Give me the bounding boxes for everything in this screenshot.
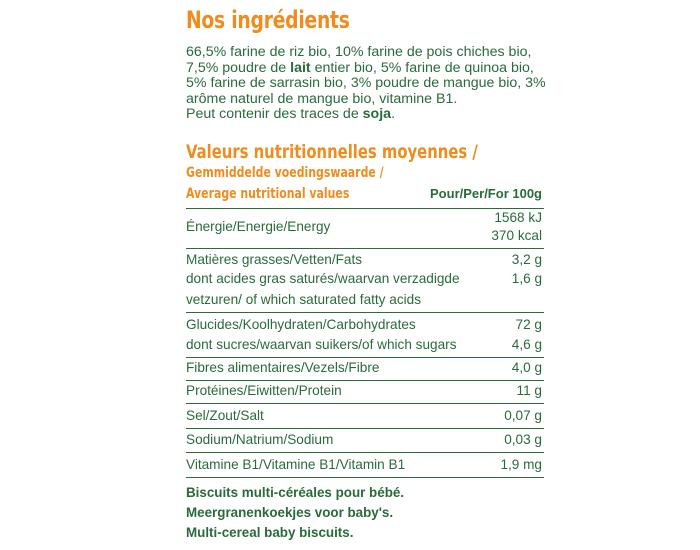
ingredients-line-2-start: 7,5% poudre de <box>186 59 291 76</box>
product-description-en: Multi-cereal baby biscuits. <box>186 525 354 540</box>
table-divider <box>186 403 544 404</box>
sodium-label: Sodium/Natrium/Sodium <box>186 432 334 447</box>
sugars-label: dont sucres/waarvan suikers/of which sug… <box>186 337 457 352</box>
fats-label: Matières grasses/Vetten/Fats <box>186 252 363 267</box>
table-divider <box>186 248 544 249</box>
nutrition-heading-en: Average nutritional values <box>186 186 350 202</box>
nutrition-heading-fr: Valeurs nutritionnelles moyennes / <box>186 141 478 163</box>
allergen-soy: soja <box>362 106 392 123</box>
sugars-value: 4,6 g <box>511 337 542 352</box>
table-divider <box>186 312 544 313</box>
energy-kcal-value: 370 kcal <box>491 228 542 243</box>
table-divider <box>186 357 544 358</box>
ingredients-line-5-start: Peut contenir des traces de <box>186 106 363 123</box>
nutrition-label-panel: Nos ingrédients 66,5% farine de riz bio,… <box>186 0 546 550</box>
saturated-fat-label-line-1: dont acides gras saturés/waarvan verzadi… <box>186 271 460 286</box>
saturated-fat-label-line-2: vetzuren/ of which saturated fatty acids <box>186 292 421 307</box>
energy-kj-value: 1568 kJ <box>494 210 542 225</box>
ingredients-line-5: Peut contenir des traces de soja. <box>186 107 551 123</box>
ingredients-line-1: 66,5% farine de riz bio, 10% farine de p… <box>186 44 532 60</box>
table-divider <box>186 428 544 429</box>
ingredients-line-4: arôme naturel de mangue bio, vitamine B1… <box>186 90 458 107</box>
ingredients-text: 66,5% farine de riz bio, 10% farine de p… <box>186 44 551 123</box>
vitamin-b1-label: Vitamine B1/Vitamine B1/Vitamin B1 <box>186 457 406 472</box>
table-divider <box>186 380 544 381</box>
nutrition-heading-nl: Gemmiddelde voedingswaarde / <box>186 165 384 181</box>
product-description-nl: Meergranenkoekjes voor baby's. <box>186 505 394 520</box>
table-divider <box>186 208 544 209</box>
fibre-label: Fibres alimentaires/Vezels/Fibre <box>186 360 380 375</box>
vitamin-b1-value: 1,9 mg <box>500 457 542 472</box>
ingredients-line-3: 5% farine de sarrasin bio, 3% poudre de … <box>186 75 546 92</box>
table-divider <box>186 452 544 453</box>
carbs-value: 72 g <box>515 317 542 332</box>
salt-value: 0,07 g <box>504 408 542 423</box>
ingredients-line-2: 7,5% poudre de lait entier bio, 5% farin… <box>186 59 551 77</box>
carbs-label: Glucides/Koolhydraten/Carbohydrates <box>186 317 416 332</box>
table-bottom-rule <box>186 477 544 478</box>
product-description-fr: Biscuits multi-céréales pour bébé. <box>186 485 405 500</box>
allergen-milk: lait <box>290 59 311 76</box>
saturated-fat-value: 1,6 g <box>511 271 542 286</box>
per-100g-header: Pour/Per/For 100g <box>430 186 542 201</box>
energy-label: Énergie/Energie/Energy <box>186 219 331 234</box>
ingredients-title: Nos ingrédients <box>186 6 350 34</box>
fibre-value: 4,0 g <box>511 360 542 375</box>
ingredients-line-2-end: entier bio, 5% farine de quinoa bio, <box>310 59 534 76</box>
protein-label: Protéines/Eiwitten/Protein <box>186 383 342 398</box>
protein-value: 11 g <box>516 383 542 398</box>
ingredients-line-5-end: . <box>391 106 396 123</box>
sodium-value: 0,03 g <box>504 432 542 447</box>
salt-label: Sel/Zout/Salt <box>186 408 264 423</box>
fats-value: 3,2 g <box>511 252 542 267</box>
